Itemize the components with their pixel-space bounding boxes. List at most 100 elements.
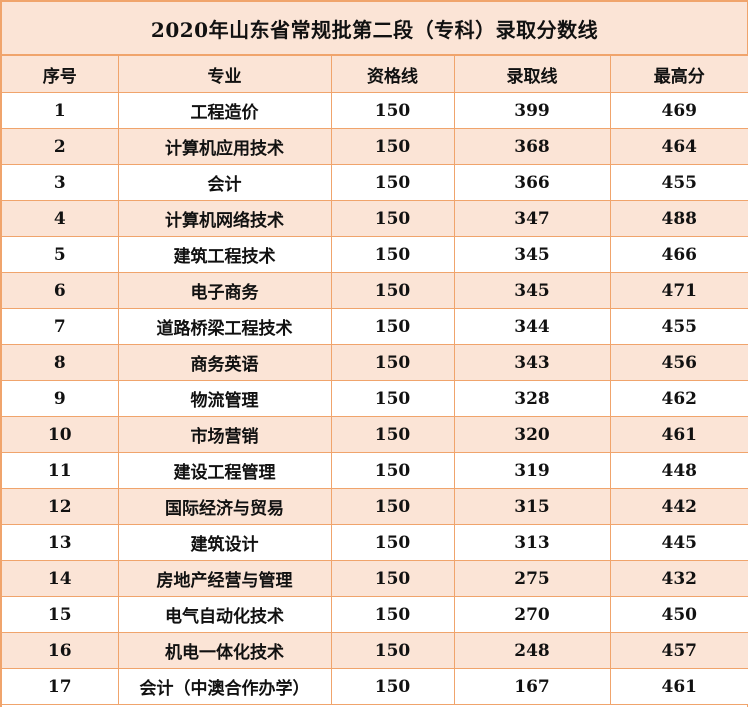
cell-no: 13: [2, 524, 119, 561]
cell-admission: 345: [453, 236, 611, 273]
cell-admission: 343: [453, 344, 611, 381]
table-row: 1 工程造价 150 399 469: [2, 92, 748, 129]
table-row: 11 建设工程管理 150 319 448: [2, 452, 748, 489]
cell-admission: 270: [453, 596, 611, 633]
table-row: 17 会计（中澳合作办学） 150 167 461: [2, 668, 748, 705]
cell-highest: 466: [609, 236, 748, 273]
cell-highest: 455: [609, 308, 748, 345]
cell-no: 15: [2, 596, 119, 633]
cell-no: 16: [2, 632, 119, 669]
cell-no: 17: [2, 668, 119, 705]
table-row: 16 机电一体化技术 150 248 457: [2, 632, 748, 669]
cell-qualification: 150: [330, 308, 455, 345]
cell-no: 8: [2, 344, 119, 381]
table-row: 5 建筑工程技术 150 345 466: [2, 236, 748, 273]
cell-major: 工程造价: [117, 92, 332, 129]
table-row: 14 房地产经营与管理 150 275 432: [2, 560, 748, 597]
cell-major: 道路桥梁工程技术: [117, 308, 332, 345]
cell-major: 房地产经营与管理: [117, 560, 332, 597]
cell-no: 4: [2, 200, 119, 237]
cell-admission: 275: [453, 560, 611, 597]
cell-highest: 445: [609, 524, 748, 561]
cell-qualification: 150: [330, 272, 455, 309]
cell-no: 2: [2, 128, 119, 165]
cell-admission: 320: [453, 416, 611, 453]
cell-major: 电子商务: [117, 272, 332, 309]
cell-admission: 399: [453, 92, 611, 129]
cell-highest: 457: [609, 632, 748, 669]
table-row: 12 国际经济与贸易 150 315 442: [2, 488, 748, 525]
cell-qualification: 150: [330, 236, 455, 273]
cell-no: 14: [2, 560, 119, 597]
cell-no: 6: [2, 272, 119, 309]
cell-no: 10: [2, 416, 119, 453]
cell-no: 1: [2, 92, 119, 129]
cell-admission: 345: [453, 272, 611, 309]
cell-highest: 462: [609, 380, 748, 417]
cell-qualification: 150: [330, 632, 455, 669]
table-row: 4 计算机网络技术 150 347 488: [2, 200, 748, 237]
cell-no: 9: [2, 380, 119, 417]
cell-highest: 448: [609, 452, 748, 489]
header-row: 序号 专业 资格线 录取线 最高分: [2, 56, 748, 93]
score-table: 序号 专业 资格线 录取线 最高分 1 工程造价 150 399 469 2 计算机应用技术…: [2, 56, 748, 705]
cell-major: 电气自动化技术: [117, 596, 332, 633]
table-row: 9 物流管理 150 328 462: [2, 380, 748, 417]
cell-qualification: 150: [330, 200, 455, 237]
cell-admission: 328: [453, 380, 611, 417]
table-row: 2 计算机应用技术 150 368 464: [2, 128, 748, 165]
cell-qualification: 150: [330, 452, 455, 489]
header-admission: 录取线: [453, 56, 611, 93]
cell-major: 物流管理: [117, 380, 332, 417]
table-row: 10 市场营销 150 320 461: [2, 416, 748, 453]
cell-major: 建设工程管理: [117, 452, 332, 489]
cell-major: 商务英语: [117, 344, 332, 381]
cell-no: 11: [2, 452, 119, 489]
header-highest: 最高分: [609, 56, 748, 93]
cell-no: 7: [2, 308, 119, 345]
cell-highest: 461: [609, 416, 748, 453]
cell-admission: 167: [453, 668, 611, 705]
cell-admission: 347: [453, 200, 611, 237]
table-row: 3 会计 150 366 455: [2, 164, 748, 201]
table-row: 13 建筑设计 150 313 445: [2, 524, 748, 561]
cell-no: 5: [2, 236, 119, 273]
table-row: 8 商务英语 150 343 456: [2, 344, 748, 381]
header-major: 专业: [117, 56, 332, 93]
cell-highest: 488: [609, 200, 748, 237]
cell-highest: 461: [609, 668, 748, 705]
cell-qualification: 150: [330, 416, 455, 453]
cell-admission: 366: [453, 164, 611, 201]
cell-major: 计算机网络技术: [117, 200, 332, 237]
cell-major: 会计: [117, 164, 332, 201]
cell-qualification: 150: [330, 92, 455, 129]
cell-highest: 469: [609, 92, 748, 129]
cell-highest: 450: [609, 596, 748, 633]
cell-no: 3: [2, 164, 119, 201]
table-row: 7 道路桥梁工程技术 150 344 455: [2, 308, 748, 345]
cell-highest: 432: [609, 560, 748, 597]
cell-admission: 368: [453, 128, 611, 165]
cell-highest: 455: [609, 164, 748, 201]
cell-qualification: 150: [330, 164, 455, 201]
cell-major: 机电一体化技术: [117, 632, 332, 669]
cell-major: 建筑工程技术: [117, 236, 332, 273]
table-row: 15 电气自动化技术 150 270 450: [2, 596, 748, 633]
header-no: 序号: [2, 56, 119, 93]
table-body: 1 工程造价 150 399 469 2 计算机应用技术 150 368 464 3 会计 150 366…: [2, 92, 748, 705]
cell-highest: 471: [609, 272, 748, 309]
table-title: 2020年山东省常规批第二段（专科）录取分数线: [2, 0, 747, 56]
cell-major: 计算机应用技术: [117, 128, 332, 165]
cell-qualification: 150: [330, 488, 455, 525]
cell-qualification: 150: [330, 560, 455, 597]
cell-qualification: 150: [330, 524, 455, 561]
cell-no: 12: [2, 488, 119, 525]
cell-admission: 344: [453, 308, 611, 345]
table-row: 6 电子商务 150 345 471: [2, 272, 748, 309]
cell-highest: 464: [609, 128, 748, 165]
cell-admission: 248: [453, 632, 611, 669]
cell-major: 建筑设计: [117, 524, 332, 561]
cell-qualification: 150: [330, 344, 455, 381]
cell-qualification: 150: [330, 380, 455, 417]
